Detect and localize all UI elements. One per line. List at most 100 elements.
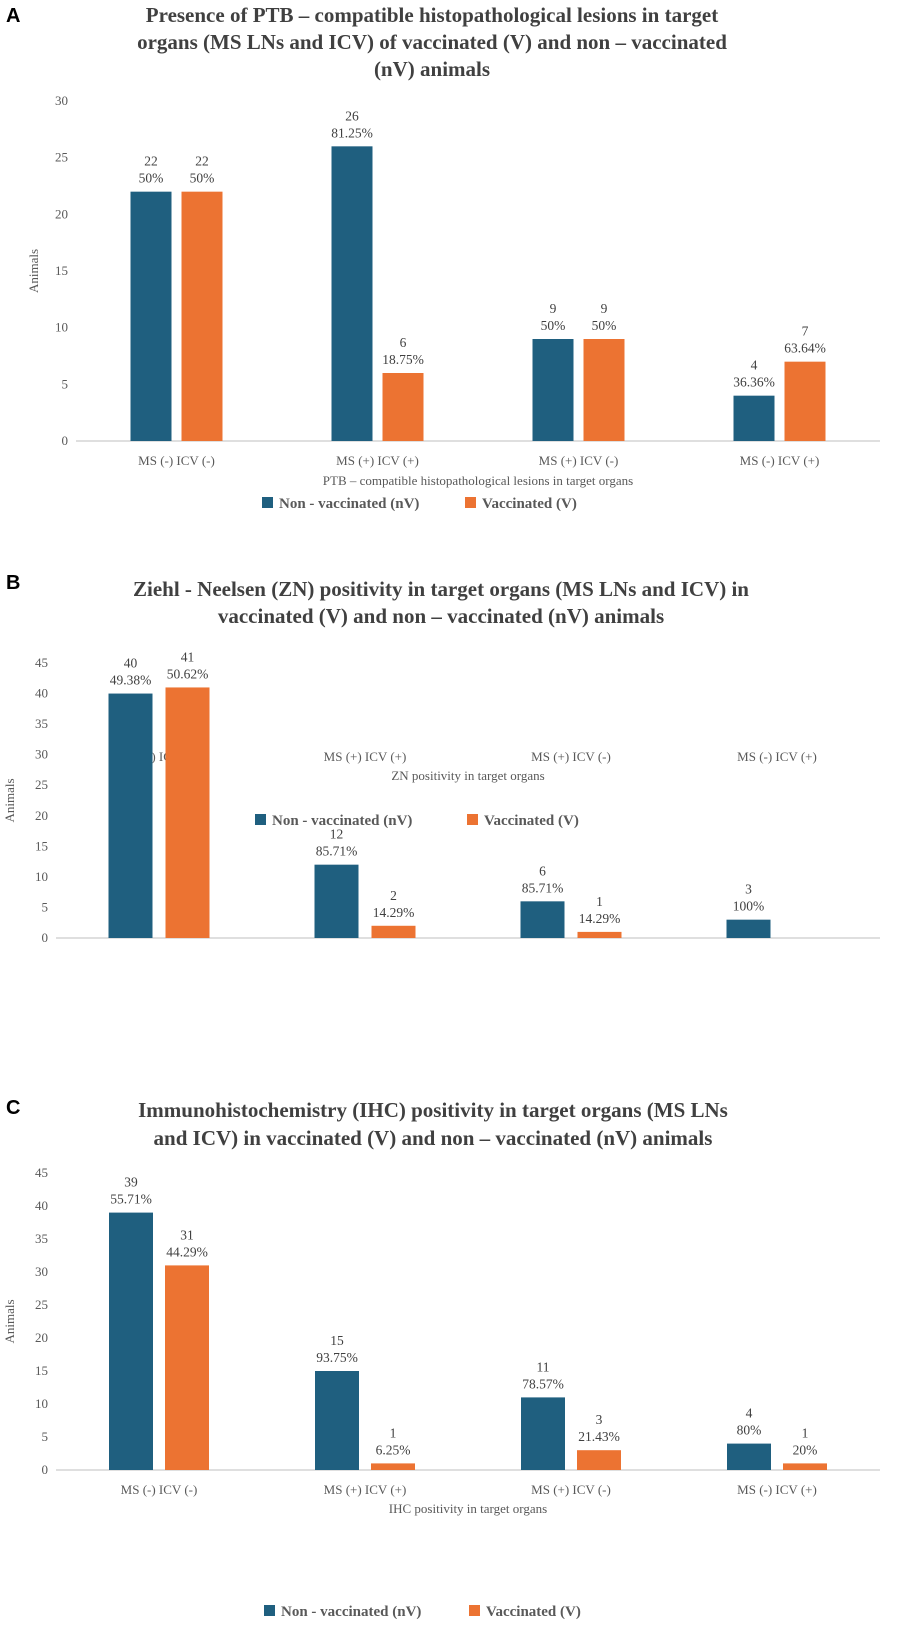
y-tick-label: 20 bbox=[35, 1330, 48, 1345]
data-label-count: 6 bbox=[400, 335, 407, 350]
data-label-percent: 14.29% bbox=[579, 911, 621, 926]
data-label-percent: 36.36% bbox=[733, 375, 775, 390]
bar-nonvaccinated bbox=[314, 864, 359, 938]
y-tick-label: 25 bbox=[55, 150, 68, 165]
data-label-percent: 100% bbox=[733, 899, 765, 914]
data-label-percent: 85.71% bbox=[522, 880, 564, 895]
data-label-count: 22 bbox=[195, 154, 209, 169]
y-tick-label: 10 bbox=[35, 869, 48, 884]
y-tick-label: 45 bbox=[35, 1165, 48, 1180]
data-label-percent: 49.38% bbox=[110, 673, 152, 688]
bar-vaccinated bbox=[181, 191, 223, 441]
data-label-count: 22 bbox=[144, 154, 158, 169]
bar-nonvaccinated bbox=[727, 1443, 771, 1470]
data-label-percent: 81.25% bbox=[331, 125, 373, 140]
data-label-count: 26 bbox=[345, 108, 359, 123]
x-tick-label: MS (-) ICV (-) bbox=[138, 453, 215, 468]
bar-vaccinated bbox=[783, 1463, 827, 1470]
x-tick-label: MS (+) ICV (+) bbox=[324, 1482, 407, 1497]
data-label-count: 4 bbox=[746, 1406, 753, 1421]
x-tick-label: MS (+) ICV (+) bbox=[336, 453, 419, 468]
chart-title-line: Immunohistochemistry (IHC) positivity in… bbox=[138, 1098, 728, 1122]
x-tick-label: MS (-) ICV (+) bbox=[737, 1482, 817, 1497]
bar-nonvaccinated bbox=[331, 146, 373, 442]
data-label-count: 2 bbox=[390, 888, 397, 903]
panel-letter: B bbox=[6, 572, 20, 594]
legend-swatch-vaccinated bbox=[467, 814, 478, 825]
legend-label: Non - vaccinated (nV) bbox=[281, 1604, 421, 1620]
data-label-percent: 20% bbox=[793, 1442, 818, 1457]
y-tick-label: 40 bbox=[35, 1198, 48, 1213]
bar-nonvaccinated bbox=[520, 901, 565, 938]
data-label-count: 1 bbox=[390, 1425, 397, 1440]
legend-label: Vaccinated (V) bbox=[484, 813, 579, 829]
data-label-percent: 44.29% bbox=[166, 1244, 208, 1259]
y-tick-label: 0 bbox=[62, 433, 69, 448]
data-label-percent: 50% bbox=[592, 318, 617, 333]
legend-swatch-nonvaccinated bbox=[262, 497, 273, 508]
y-axis-title: Animals bbox=[2, 778, 17, 822]
data-label-percent: 14.29% bbox=[373, 905, 415, 920]
bar-vaccinated bbox=[583, 339, 625, 441]
bar-nonvaccinated bbox=[733, 395, 775, 441]
y-tick-label: 35 bbox=[35, 716, 48, 731]
y-axis-title: Animals bbox=[26, 249, 41, 293]
chart-title-line: (nV) animals bbox=[374, 57, 490, 81]
y-tick-label: 35 bbox=[35, 1231, 48, 1246]
chart-title-line: Ziehl - Neelsen (ZN) positivity in targe… bbox=[133, 577, 749, 601]
x-tick-label: MS (-) ICV (+) bbox=[740, 453, 820, 468]
data-label-percent: 50% bbox=[139, 171, 164, 186]
data-label-count: 12 bbox=[330, 827, 344, 842]
data-label-percent: 55.71% bbox=[110, 1192, 152, 1207]
data-label-count: 9 bbox=[550, 301, 557, 316]
y-tick-label: 40 bbox=[35, 686, 48, 701]
chart-title-line: organs (MS LNs and ICV) of vaccinated (V… bbox=[137, 30, 727, 54]
y-tick-label: 10 bbox=[35, 1396, 48, 1411]
chart-panel-C: C Immunohistochemistry (IHC) positivity i… bbox=[2, 1097, 880, 1620]
y-tick-label: 0 bbox=[42, 930, 49, 945]
chart-title-line: and ICV) in vaccinated (V) and non – vac… bbox=[154, 1126, 713, 1150]
data-label-count: 1 bbox=[596, 894, 603, 909]
legend-label: Vaccinated (V) bbox=[482, 496, 577, 512]
y-tick-label: 5 bbox=[62, 376, 69, 391]
x-axis-title: PTB – compatible histopathological lesio… bbox=[323, 473, 633, 488]
bar-nonvaccinated bbox=[726, 919, 771, 938]
legend-label: Non - vaccinated (nV) bbox=[279, 496, 419, 512]
x-tick-label: MS (-) ICV (+) bbox=[737, 749, 817, 764]
y-tick-label: 15 bbox=[35, 838, 48, 853]
data-label-count: 6 bbox=[539, 863, 546, 878]
data-label-count: 1 bbox=[802, 1425, 809, 1440]
data-label-count: 40 bbox=[124, 656, 138, 671]
x-tick-label: MS (+) ICV (-) bbox=[531, 1482, 611, 1497]
legend-swatch-nonvaccinated bbox=[255, 814, 266, 825]
y-tick-label: 25 bbox=[35, 777, 48, 792]
y-tick-label: 20 bbox=[35, 808, 48, 823]
bar-nonvaccinated bbox=[109, 1212, 153, 1470]
y-tick-label: 15 bbox=[55, 263, 68, 278]
data-label-count: 41 bbox=[181, 649, 195, 664]
panel-letter: A bbox=[6, 5, 20, 27]
data-label-count: 9 bbox=[601, 301, 608, 316]
bar-nonvaccinated bbox=[108, 693, 153, 938]
data-label-percent: 50% bbox=[541, 318, 566, 333]
data-label-count: 7 bbox=[802, 324, 809, 339]
y-tick-label: 5 bbox=[42, 899, 49, 914]
bar-nonvaccinated bbox=[521, 1397, 565, 1470]
y-tick-label: 45 bbox=[35, 655, 48, 670]
data-label-percent: 93.75% bbox=[316, 1350, 358, 1365]
panel-letter: C bbox=[6, 1097, 20, 1119]
data-label-count: 39 bbox=[124, 1175, 138, 1190]
chart-title-line: Presence of PTB – compatible histopathol… bbox=[146, 3, 718, 27]
data-label-count: 15 bbox=[330, 1333, 344, 1348]
legend-swatch-vaccinated bbox=[465, 497, 476, 508]
y-axis-title: Animals bbox=[2, 1299, 17, 1343]
data-label-percent: 18.75% bbox=[382, 352, 424, 367]
y-tick-label: 5 bbox=[42, 1429, 49, 1444]
y-tick-label: 10 bbox=[55, 320, 68, 335]
bar-vaccinated bbox=[165, 687, 210, 938]
chart-title-line: vaccinated (V) and non – vaccinated (nV)… bbox=[218, 604, 664, 628]
y-tick-label: 30 bbox=[35, 1264, 48, 1279]
data-label-count: 3 bbox=[596, 1412, 603, 1427]
x-tick-label: MS (+) ICV (+) bbox=[324, 749, 407, 764]
